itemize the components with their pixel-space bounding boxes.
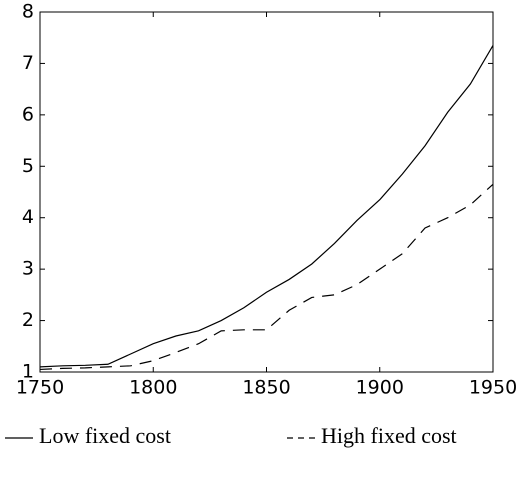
legend-label: High fixed cost <box>321 423 457 448</box>
x-tick-label: 1850 <box>242 377 290 399</box>
x-tick-label: 1750 <box>16 377 64 399</box>
y-tick-label: 7 <box>22 52 34 74</box>
y-tick-label: 2 <box>22 309 34 331</box>
y-tick-label: 5 <box>22 155 34 177</box>
y-tick-label: 1 <box>22 361 34 383</box>
y-tick-label: 8 <box>22 1 34 23</box>
y-tick-label: 3 <box>22 258 34 280</box>
x-tick-label: 1900 <box>356 377 404 399</box>
series-line <box>39 183 494 371</box>
y-tick-label: 4 <box>22 206 34 228</box>
x-tick-label: 1950 <box>469 377 517 399</box>
y-tick-label: 6 <box>22 103 34 125</box>
legend-label: Low fixed cost <box>39 423 171 448</box>
x-tick-label: 1800 <box>129 377 177 399</box>
plot-frame <box>39 11 494 373</box>
series-line <box>39 45 494 368</box>
